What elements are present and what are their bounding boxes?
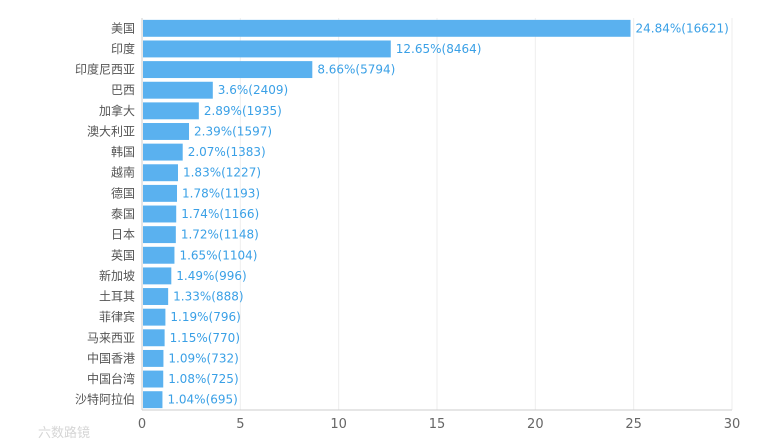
x-tick-label: 10: [330, 417, 347, 432]
watermark: 六数路镜: [38, 425, 90, 441]
x-tick-label: 30: [724, 417, 741, 432]
category-label: 中国香港: [87, 350, 135, 365]
bar[interactable]: [143, 143, 183, 161]
category-label: 美国: [111, 21, 135, 35]
category-label: 菲律宾: [99, 309, 135, 324]
value-label: 2.07%(1383): [188, 145, 266, 159]
bar[interactable]: [143, 349, 164, 367]
bar[interactable]: [143, 246, 175, 264]
category-label: 土耳其: [99, 290, 135, 304]
category-label: 泰国: [111, 207, 135, 221]
value-label: 1.65%(1104): [179, 248, 257, 262]
value-label: 24.84%(16621): [636, 21, 729, 35]
value-labels: 24.84%(16621) 12.65%(8464)8.66%(5794) 3.6%…: [167, 21, 728, 406]
category-label: 巴西: [111, 83, 135, 97]
category-label: 德国: [111, 185, 135, 200]
bar[interactable]: [143, 226, 176, 244]
value-label: 1.49%(996): [176, 269, 246, 283]
bar[interactable]: [143, 370, 164, 388]
bar[interactable]: [143, 329, 165, 347]
category-label: 加拿大: [99, 103, 135, 118]
bar[interactable]: [143, 184, 178, 202]
bar[interactable]: [143, 40, 391, 58]
bar[interactable]: [143, 308, 166, 326]
bar[interactable]: [143, 267, 172, 285]
value-label: 3.6%(2409): [218, 83, 288, 97]
category-label: 韩国: [111, 144, 135, 159]
x-tick-label: 25: [625, 417, 642, 432]
bar[interactable]: [143, 205, 177, 223]
x-tick-labels: 0 5 10 15 20 25 30: [138, 417, 740, 432]
bar[interactable]: [143, 391, 163, 409]
x-tick-label: 0: [138, 417, 146, 432]
value-label: 1.09%(732): [168, 351, 238, 365]
x-tick-label: 5: [236, 417, 244, 432]
x-tick-label: 20: [527, 417, 544, 432]
category-label: 印度: [111, 41, 135, 56]
bar[interactable]: [143, 102, 199, 120]
category-label: 新加坡: [99, 268, 135, 283]
value-label: 1.04%(695): [167, 393, 237, 407]
category-label: 印度尼西亚: [75, 62, 135, 77]
category-label: 日本: [111, 228, 135, 242]
bar[interactable]: [143, 164, 178, 182]
value-label: 1.19%(796): [170, 310, 240, 324]
bar[interactable]: [143, 81, 213, 99]
x-tick-label: 15: [429, 417, 446, 432]
category-label: 马来西亚: [87, 331, 135, 345]
bar[interactable]: [143, 288, 169, 305]
value-label: 1.15%(770): [170, 331, 240, 345]
category-label: 越南: [111, 165, 135, 180]
bar[interactable]: [143, 123, 190, 140]
value-label: 1.08%(725): [168, 372, 238, 386]
grid-lines: [239, 18, 733, 410]
value-label: 1.74%(1166): [181, 207, 259, 221]
category-label: 英国: [111, 248, 135, 262]
value-label: 1.33%(888): [173, 290, 243, 304]
value-label: 2.89%(1935): [204, 104, 282, 118]
bars: [143, 19, 631, 409]
value-label: 1.83%(1227): [183, 166, 261, 180]
category-label: 中国台湾: [87, 371, 135, 386]
category-label: 澳大利亚: [87, 124, 135, 138]
value-label: 8.66%(5794): [317, 63, 395, 77]
category-label: 沙特阿拉伯: [75, 392, 135, 407]
value-label: 2.39%(1597): [194, 124, 272, 138]
value-label: 12.65%(8464): [396, 42, 482, 56]
value-label: 1.72%(1148): [181, 228, 259, 242]
category-labels: 美国印度印度尼西亚巴西加拿大澳大利亚韩国越南德国泰国日本英国新加坡土耳其菲律宾马…: [75, 21, 135, 406]
bar[interactable]: [143, 19, 631, 37]
value-label: 1.78%(1193): [182, 186, 260, 200]
bar[interactable]: [143, 61, 313, 79]
